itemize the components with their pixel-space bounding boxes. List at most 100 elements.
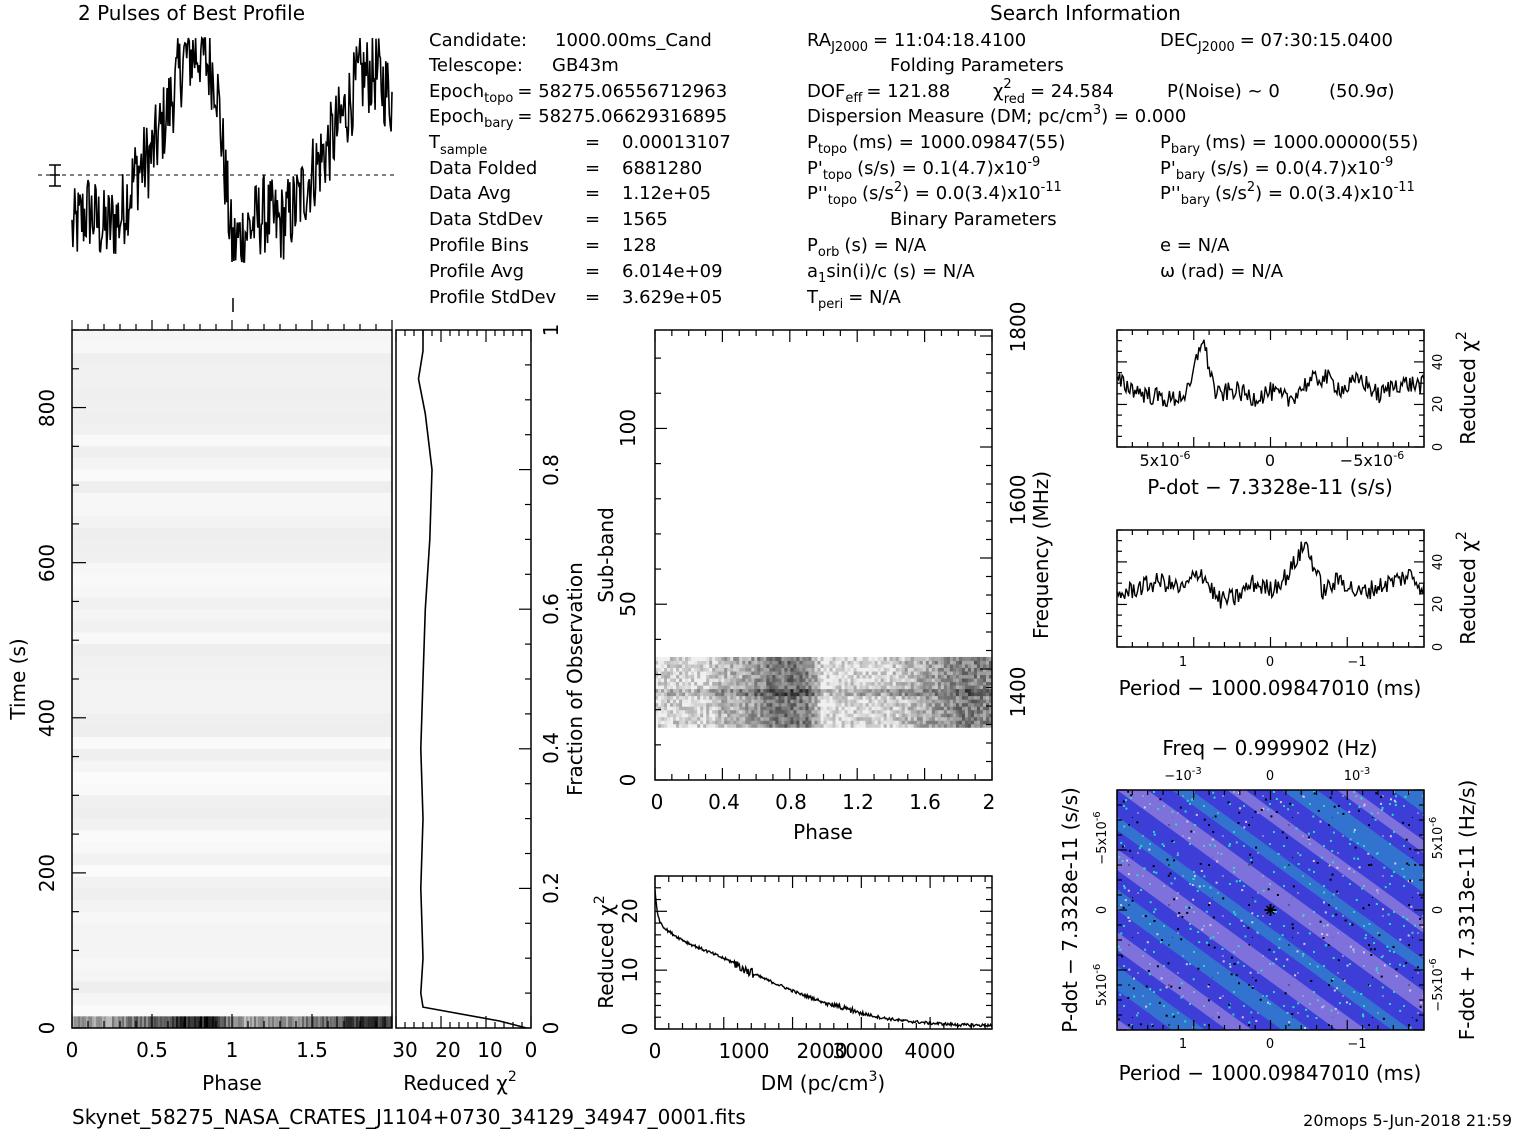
subband-cell: [916, 692, 921, 697]
subband-cell: [706, 667, 710, 672]
ppdot-speckle: [1399, 1009, 1402, 1012]
subband-cell: [889, 663, 894, 668]
subband-cell: [703, 716, 707, 721]
subband-cell: [928, 692, 933, 697]
subband-cell: [748, 688, 752, 693]
subband-cell: [826, 709, 831, 714]
ppdot-speckle: [1239, 807, 1242, 810]
subband-cell: [802, 667, 806, 672]
subband-cell: [814, 663, 818, 668]
subband-cell: [805, 720, 809, 725]
subband-cell: [664, 685, 668, 690]
subband-cell: [919, 709, 924, 714]
ppdot-speckle: [1384, 886, 1387, 889]
subband-cell: [916, 716, 921, 721]
ppdot-speckle: [1275, 958, 1278, 961]
subband-cell: [721, 699, 725, 704]
subband-cell: [976, 713, 981, 718]
subband-cell: [757, 723, 761, 728]
subband-cell: [829, 681, 834, 686]
subband-cell: [730, 678, 734, 683]
pp-x2tick-0: −10-3: [1164, 766, 1201, 784]
ct-xtick-2: 10: [477, 1038, 502, 1062]
subband-cell: [820, 695, 824, 700]
subband-cell: [706, 695, 710, 700]
subband-cell: [922, 709, 927, 714]
subband-cell: [985, 706, 990, 711]
subband-cell: [961, 688, 966, 693]
subband-cell: [898, 702, 903, 707]
subband-cell: [784, 706, 788, 711]
subband-cell: [913, 671, 918, 676]
subband-cell: [802, 699, 806, 704]
time-phase-band-cell: [360, 1016, 363, 1028]
subband-cell: [871, 660, 876, 665]
subband-cell: [706, 699, 710, 704]
time-phase-band-cell: [172, 1016, 175, 1028]
subband-cell: [667, 713, 671, 718]
subband-cell: [679, 660, 683, 665]
subband-cell: [838, 674, 843, 679]
ppdot-speckle: [1401, 868, 1404, 870]
time-phase-band-cell: [98, 1016, 101, 1028]
subband-cell: [982, 702, 987, 707]
time-phase-band-cell: [372, 1016, 375, 1028]
subband-cell: [886, 709, 891, 714]
subband-cell: [754, 706, 758, 711]
subband-cell: [958, 688, 963, 693]
ppdot-speckle: [1235, 880, 1238, 883]
subband-cell: [682, 660, 686, 665]
time-phase-row: [72, 620, 392, 633]
subband-cell: [709, 674, 713, 679]
ppdot-speckle: [1249, 971, 1252, 974]
subband-cell: [784, 713, 788, 718]
ppdot-speckle: [1203, 818, 1206, 821]
subband-cell: [901, 720, 906, 725]
subband-cell: [955, 723, 960, 728]
subband-cell: [871, 685, 876, 690]
time-phase-band-cell: [76, 1016, 79, 1028]
subband-cell: [847, 706, 852, 711]
subband-cell: [874, 720, 879, 725]
subband-cell: [823, 723, 828, 728]
subband-cell: [931, 681, 936, 686]
subband-cell: [682, 671, 686, 676]
subband-cell: [673, 656, 677, 661]
subband-cell: [769, 702, 773, 707]
subband-cell: [670, 713, 674, 718]
pd-xtick-2: −5x10-6: [1340, 449, 1404, 470]
subband-cell: [919, 685, 924, 690]
subband-cell: [673, 723, 677, 728]
subband-cell: [820, 692, 824, 697]
subband-cell: [823, 716, 828, 721]
time-phase-band-cell: [130, 1016, 133, 1028]
subband-cell: [691, 674, 695, 679]
subband-cell: [862, 692, 867, 697]
ppdot-speckle: [1194, 824, 1197, 826]
subband-cell: [766, 656, 770, 661]
ppdot-speckle: [1219, 997, 1222, 999]
subband-cell: [985, 716, 990, 721]
subband-cell: [805, 674, 809, 679]
subband-cell: [676, 720, 680, 725]
subband-cell: [694, 702, 698, 707]
time-phase-band-cell: [300, 1016, 303, 1028]
pp-xtick-2: −1: [1347, 1037, 1366, 1052]
ppdot-speckle: [1192, 898, 1195, 901]
subband-cell: [697, 671, 701, 676]
time-phase-band-cell: [358, 1016, 361, 1028]
subband-cell: [883, 674, 888, 679]
ppdot-speckle: [1407, 880, 1410, 883]
ct-ytick-1: 0.2: [539, 872, 563, 904]
subband-cell: [937, 716, 942, 721]
tsample-label: T: [428, 132, 441, 153]
subband-cell: [889, 713, 894, 718]
subband-cell: [775, 663, 779, 668]
subband-cell: [823, 674, 828, 679]
time-phase-band-cell: [116, 1016, 119, 1028]
subband-cell: [760, 713, 764, 718]
subband-cell: [922, 702, 927, 707]
subband-cell: [667, 656, 671, 661]
ppdot-speckle: [1173, 859, 1176, 862]
subband-cell: [964, 716, 969, 721]
